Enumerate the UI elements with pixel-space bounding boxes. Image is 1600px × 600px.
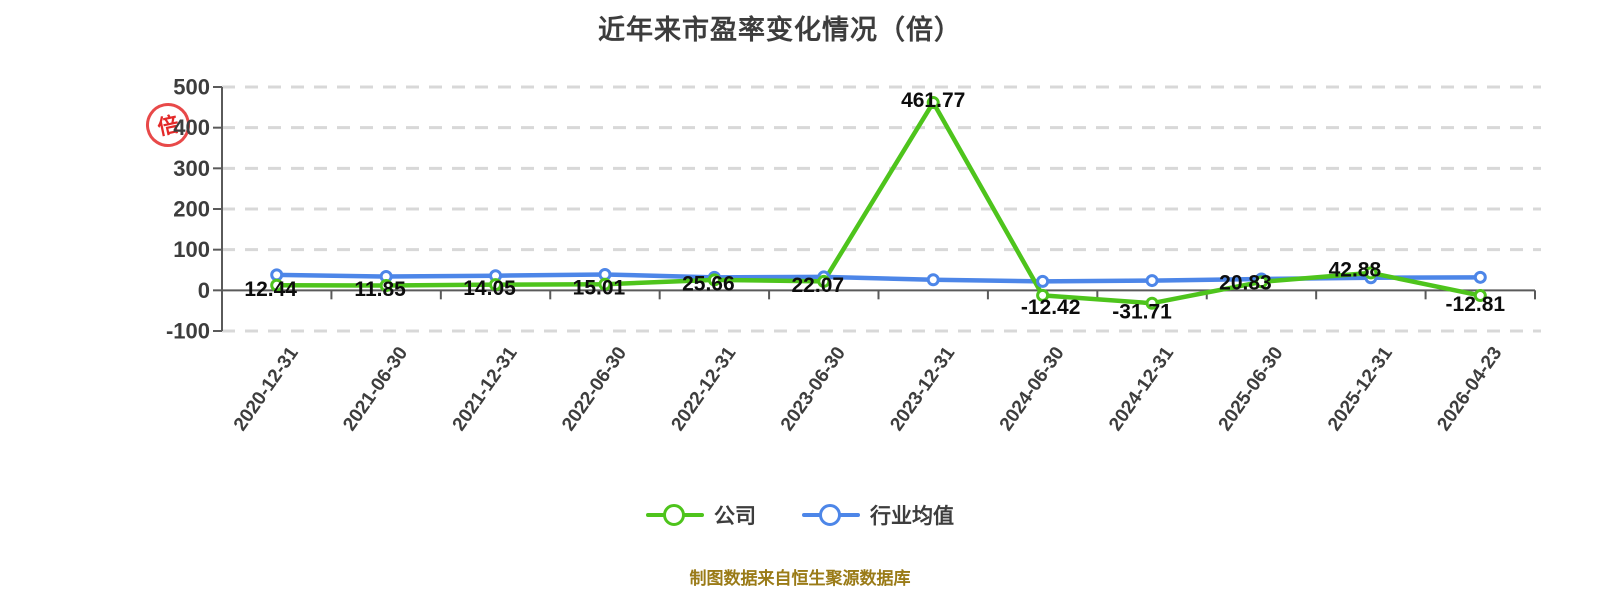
y-tick-label: 500 xyxy=(173,75,210,100)
data-point-company[interactable] xyxy=(489,278,503,292)
data-point-industry-average[interactable] xyxy=(926,273,940,287)
data-point-company[interactable] xyxy=(817,274,831,288)
x-tick-label: 2025-12-31 xyxy=(1324,343,1397,435)
data-label: -12.81 xyxy=(1446,293,1506,316)
y-tick-label: -100 xyxy=(166,319,210,344)
company-line-marker-icon xyxy=(646,504,704,526)
legend-label-company: 公司 xyxy=(714,505,756,528)
legend-dot-icon xyxy=(819,504,841,526)
y-tick-label: 200 xyxy=(173,197,210,222)
legend-label-industry-average: 行业均值 xyxy=(870,505,954,528)
legend-item-industry-average[interactable]: 行业均值 xyxy=(802,500,954,530)
x-tick-label: 2020-12-31 xyxy=(230,343,303,435)
data-point-company[interactable] xyxy=(1364,266,1378,280)
data-point-industry-average[interactable] xyxy=(1473,270,1487,284)
y-tick-label: 0 xyxy=(198,278,210,303)
data-point-company[interactable] xyxy=(379,279,393,293)
data-label: 42.88 xyxy=(1329,258,1382,281)
x-tick-label: 2021-12-31 xyxy=(449,343,522,435)
x-tick-label: 2021-06-30 xyxy=(339,343,412,435)
y-tick-label: 300 xyxy=(173,156,210,181)
x-tick-label: 2024-06-30 xyxy=(996,343,1069,435)
y-tick-label: 400 xyxy=(173,115,210,140)
chart-title: 近年来市盈率变化情况（倍） xyxy=(598,15,962,45)
y-tick-label: 100 xyxy=(173,237,210,262)
legend-item-company[interactable]: 公司 xyxy=(646,500,756,530)
x-tick-label: 2025-06-30 xyxy=(1215,343,1288,435)
data-label: 20.83 xyxy=(1219,271,1272,294)
data-point-industry-average[interactable] xyxy=(1145,274,1159,288)
data-label: 14.05 xyxy=(463,277,516,300)
data-point-company[interactable] xyxy=(707,273,721,287)
x-tick-label: 2022-06-30 xyxy=(558,343,631,435)
legend: 公司 行业均值 xyxy=(0,500,1600,530)
data-label: 12.44 xyxy=(244,278,297,301)
legend-dot-icon xyxy=(663,504,685,526)
series-line-company[interactable] xyxy=(274,100,1483,306)
data-point-company[interactable] xyxy=(1254,275,1268,289)
data-label: 22.07 xyxy=(792,274,845,297)
data-point-company[interactable] xyxy=(1036,288,1050,302)
data-label: 25.66 xyxy=(682,272,735,295)
data-source-note: 制图数据来自恒生聚源数据库 xyxy=(689,569,911,588)
data-label: -12.42 xyxy=(1021,296,1081,319)
x-tick-label: 2026-04-23 xyxy=(1433,343,1506,435)
data-point-company[interactable] xyxy=(270,278,284,292)
x-tick-label: 2023-12-31 xyxy=(886,343,959,435)
industry-line-marker-icon xyxy=(802,504,860,526)
x-tick-label: 2024-12-31 xyxy=(1105,343,1178,435)
data-point-company[interactable] xyxy=(1473,289,1487,303)
x-tick-label: 2022-12-31 xyxy=(668,343,741,435)
data-label: 15.01 xyxy=(573,277,626,300)
x-tick-label: 2023-06-30 xyxy=(777,343,850,435)
data-point-industry-average[interactable] xyxy=(1036,274,1050,288)
data-label: 461.77 xyxy=(901,89,965,112)
data-label: -31.71 xyxy=(1112,301,1172,324)
data-point-company[interactable] xyxy=(1145,296,1159,310)
data-point-company[interactable] xyxy=(926,96,940,110)
data-label: 11.85 xyxy=(354,278,406,301)
data-point-company[interactable] xyxy=(598,277,612,291)
